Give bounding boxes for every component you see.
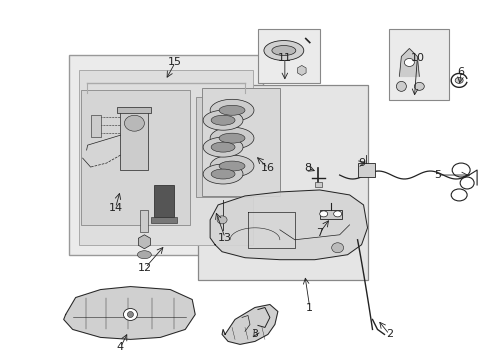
Ellipse shape xyxy=(127,311,133,318)
Text: 9: 9 xyxy=(357,158,365,168)
Bar xyxy=(81,90,190,225)
Ellipse shape xyxy=(211,169,235,179)
Text: 2: 2 xyxy=(385,329,392,339)
Ellipse shape xyxy=(219,105,244,115)
Ellipse shape xyxy=(203,110,243,130)
Ellipse shape xyxy=(210,127,253,149)
Text: 5: 5 xyxy=(433,170,440,180)
Text: 14: 14 xyxy=(108,203,122,213)
Polygon shape xyxy=(399,49,419,76)
Bar xyxy=(79,71,252,245)
Text: 4: 4 xyxy=(117,342,124,352)
Text: 16: 16 xyxy=(261,163,274,173)
Ellipse shape xyxy=(319,211,327,217)
Bar xyxy=(68,55,263,255)
Text: 12: 12 xyxy=(138,263,152,273)
Ellipse shape xyxy=(396,81,406,91)
Ellipse shape xyxy=(264,41,303,60)
Bar xyxy=(90,115,101,137)
Ellipse shape xyxy=(219,133,244,143)
Text: 6: 6 xyxy=(457,67,464,77)
Ellipse shape xyxy=(217,216,226,224)
Bar xyxy=(314,182,321,187)
Text: 11: 11 xyxy=(277,54,291,63)
Bar xyxy=(357,163,375,177)
Ellipse shape xyxy=(219,161,244,171)
Text: 3: 3 xyxy=(251,329,258,339)
Bar xyxy=(202,88,279,196)
Ellipse shape xyxy=(203,137,243,157)
Ellipse shape xyxy=(413,82,424,90)
Text: 8: 8 xyxy=(304,163,311,173)
Bar xyxy=(154,185,174,217)
Ellipse shape xyxy=(211,142,235,152)
Ellipse shape xyxy=(203,164,243,184)
Bar xyxy=(196,97,250,197)
Ellipse shape xyxy=(123,309,137,320)
Bar xyxy=(140,210,148,232)
Polygon shape xyxy=(210,190,367,260)
Bar xyxy=(388,28,448,100)
Text: 1: 1 xyxy=(305,302,313,312)
Bar xyxy=(198,85,367,280)
Ellipse shape xyxy=(333,211,341,217)
Ellipse shape xyxy=(331,243,343,253)
Text: 7: 7 xyxy=(316,228,323,238)
Bar xyxy=(319,210,341,219)
Bar xyxy=(258,28,319,84)
Ellipse shape xyxy=(210,99,253,121)
Text: 15: 15 xyxy=(168,58,182,67)
Ellipse shape xyxy=(137,251,151,259)
Ellipse shape xyxy=(271,45,295,55)
Ellipse shape xyxy=(211,115,235,125)
Ellipse shape xyxy=(404,58,413,67)
Ellipse shape xyxy=(124,115,144,131)
Polygon shape xyxy=(222,305,277,345)
Ellipse shape xyxy=(210,155,253,177)
Bar xyxy=(151,217,177,223)
Polygon shape xyxy=(63,287,195,339)
Bar xyxy=(117,107,151,113)
Bar xyxy=(120,110,148,170)
Ellipse shape xyxy=(454,77,462,84)
Text: 10: 10 xyxy=(409,54,424,63)
Text: 13: 13 xyxy=(218,233,232,243)
